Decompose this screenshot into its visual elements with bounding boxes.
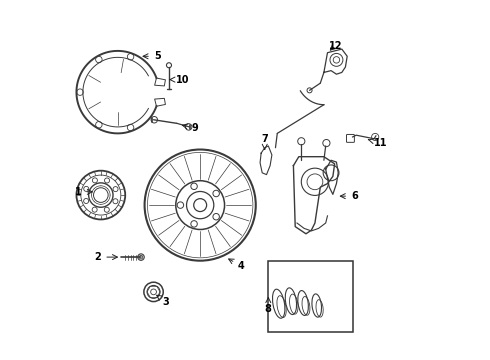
Text: 6: 6: [341, 191, 358, 201]
Text: 12: 12: [329, 41, 342, 50]
Text: 7: 7: [261, 134, 268, 149]
Text: 3: 3: [157, 295, 170, 307]
Text: 4: 4: [229, 259, 245, 271]
Text: 1: 1: [75, 187, 92, 197]
Text: 5: 5: [143, 51, 161, 61]
Text: 2: 2: [95, 252, 118, 262]
Bar: [269, 261, 353, 332]
Text: 11: 11: [368, 138, 387, 148]
Text: 10: 10: [170, 75, 189, 85]
Text: 8: 8: [265, 298, 272, 314]
Text: 9: 9: [182, 123, 198, 133]
